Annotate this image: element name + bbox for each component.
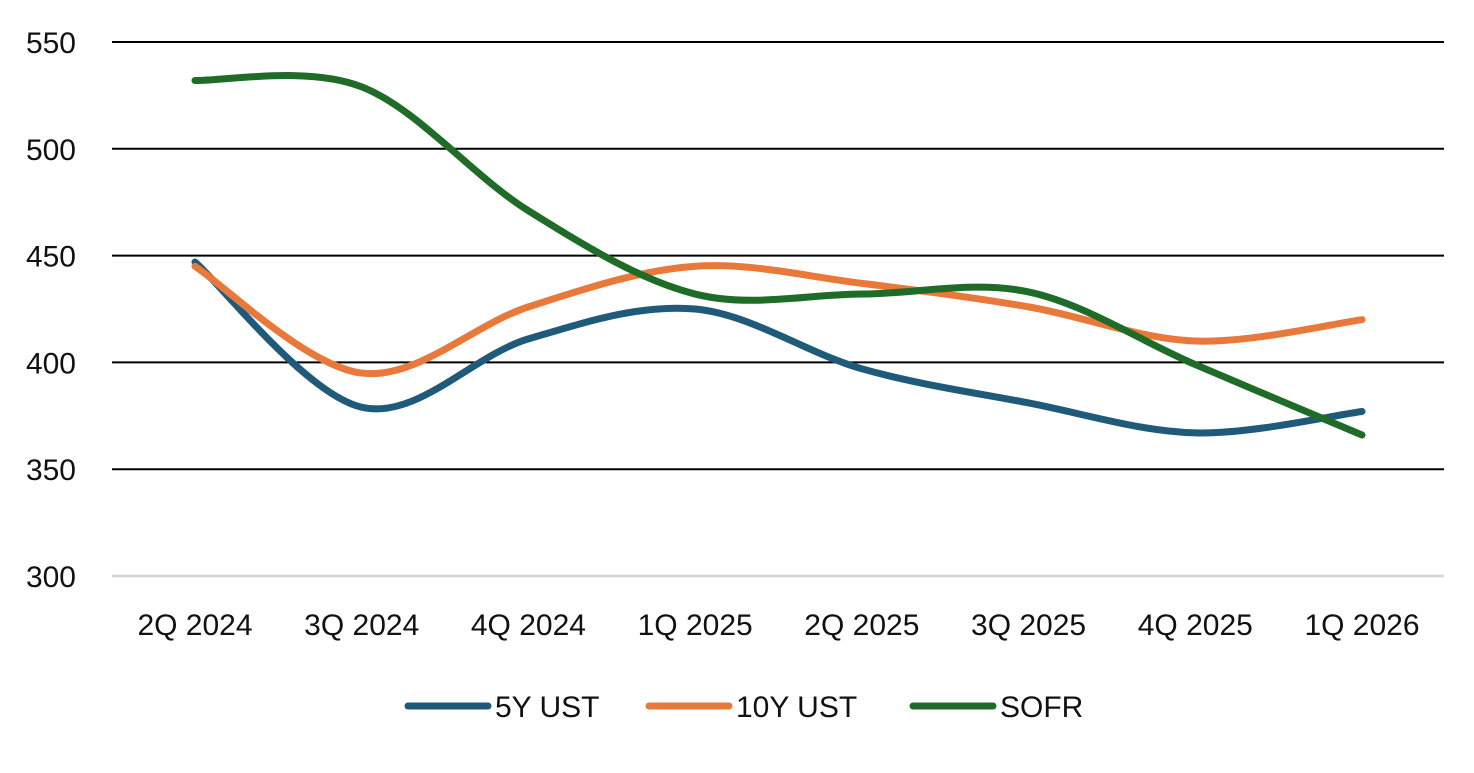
y-axis-tick-labels: 300 350 400 450 500 550 (26, 27, 76, 594)
x-axis-tick-labels: 2Q 2024 3Q 2024 4Q 2024 1Q 2025 2Q 2025 3Q 20… (137, 609, 1419, 642)
y-tick-label: 450 (26, 241, 76, 274)
gridlines (112, 41, 1444, 578)
x-tick-label: 1Q 2025 (638, 609, 753, 642)
y-tick-label: 500 (26, 134, 76, 167)
x-tick-label: 2Q 2025 (804, 609, 919, 642)
y-tick-label: 400 (26, 347, 76, 380)
legend-label-10y-ust: 10Y UST (736, 691, 857, 724)
x-tick-label: 3Q 2024 (304, 609, 419, 642)
x-tick-label: 3Q 2025 (971, 609, 1086, 642)
y-tick-label: 300 (26, 561, 76, 594)
y-tick-label: 350 (26, 454, 76, 487)
x-tick-label: 1Q 2026 (1304, 609, 1419, 642)
y-tick-label: 550 (26, 27, 76, 60)
series-lines (191, 72, 1366, 439)
legend-label-5y-ust: 5Y UST (495, 691, 600, 724)
series-line-10y-ust (191, 262, 1366, 378)
series-line-5y-ust (191, 258, 1366, 437)
series-line-sofr (191, 72, 1366, 439)
x-tick-label: 4Q 2024 (471, 609, 586, 642)
legend: 5Y UST 10Y UST SOFR (404, 691, 1083, 724)
legend-label-sofr: SOFR (1000, 691, 1083, 724)
x-tick-label: 2Q 2024 (137, 609, 252, 642)
x-tick-label: 4Q 2025 (1138, 609, 1253, 642)
